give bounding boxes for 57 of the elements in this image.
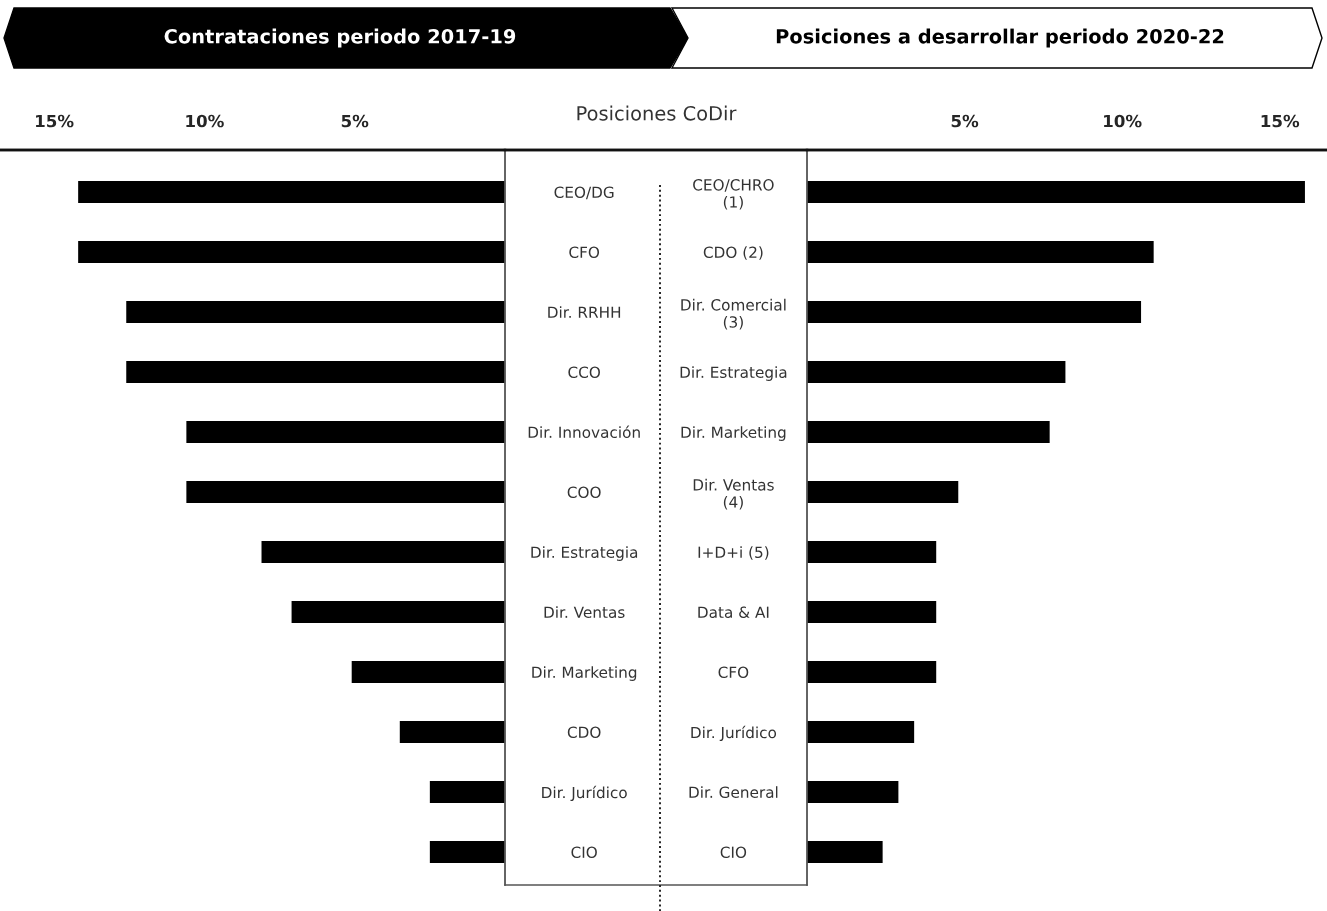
bar bbox=[807, 540, 937, 564]
bar bbox=[807, 360, 1066, 384]
y-tick-label: Dir. Marketing bbox=[681, 426, 786, 441]
y-tick-label: CCO bbox=[568, 366, 600, 379]
bar bbox=[807, 480, 959, 504]
bar bbox=[807, 840, 883, 864]
y-tick-label: I+D+i (5) bbox=[698, 546, 769, 560]
bar bbox=[261, 540, 505, 564]
x-tick-label: 5% bbox=[951, 114, 979, 128]
bar bbox=[807, 240, 1154, 264]
y-tick-label: Dir. Ventas bbox=[544, 606, 625, 619]
chart-title: Posiciones a desarrollar periodo 2020-22 bbox=[776, 28, 1224, 48]
y-tick-label: Data & AI bbox=[698, 606, 769, 619]
bar bbox=[399, 720, 505, 744]
y-tick-label: Dir. Marketing bbox=[532, 666, 637, 681]
bar bbox=[807, 720, 915, 744]
x-tick-label: 15% bbox=[1261, 114, 1300, 128]
bar bbox=[807, 780, 899, 804]
x-tick-label: 10% bbox=[1104, 114, 1142, 128]
bar bbox=[807, 660, 937, 684]
bar bbox=[78, 180, 505, 204]
bar bbox=[429, 780, 505, 804]
y-tick-label: CFO bbox=[718, 666, 749, 679]
bar bbox=[78, 240, 505, 264]
bar bbox=[186, 480, 505, 504]
y-tick-label: CFO bbox=[569, 246, 600, 259]
bar bbox=[351, 660, 505, 684]
bar bbox=[807, 600, 937, 624]
bar bbox=[807, 420, 1050, 444]
chart-title: Contrataciones periodo 2017-19 bbox=[164, 28, 516, 48]
bar bbox=[126, 300, 505, 324]
y-tick-label: CIO bbox=[720, 846, 747, 859]
bar bbox=[429, 840, 505, 864]
y-tick-label: CEO/CHRO (1) bbox=[693, 179, 774, 210]
bar bbox=[807, 180, 1305, 204]
x-tick-label: 15% bbox=[36, 114, 74, 128]
bar bbox=[807, 300, 1142, 324]
y-tick-label: Dir. General bbox=[689, 786, 778, 799]
y-tick-label: CEO/DG bbox=[554, 186, 614, 200]
bar bbox=[291, 600, 505, 624]
y-tick-label: Dir. RRHH bbox=[548, 306, 621, 318]
y-tick-label: Dir. Innovación bbox=[528, 425, 640, 439]
y-tick-label: CIO bbox=[571, 846, 597, 859]
y-tick-label: CDO (2) bbox=[703, 246, 763, 260]
bar bbox=[126, 360, 505, 384]
y-tick-label: Dir. Ventas (4) bbox=[693, 478, 774, 510]
y-tick-label: COO bbox=[567, 486, 601, 499]
y-tick-label: Dir. Estrategia bbox=[680, 366, 787, 381]
text: Posiciones CoDir bbox=[577, 105, 737, 121]
y-tick-label: Dir. Jurídico bbox=[542, 785, 627, 802]
x-tick-label: 10% bbox=[186, 114, 224, 128]
y-tick-label: CDO bbox=[567, 726, 601, 739]
y-tick-label: Dir. Comercial (3) bbox=[681, 298, 786, 330]
y-tick-label: Dir. Jurídico bbox=[691, 725, 777, 742]
y-tick-label: Dir. Estrategia bbox=[531, 546, 638, 561]
bar bbox=[186, 420, 505, 444]
x-tick-label: 5% bbox=[341, 114, 369, 128]
